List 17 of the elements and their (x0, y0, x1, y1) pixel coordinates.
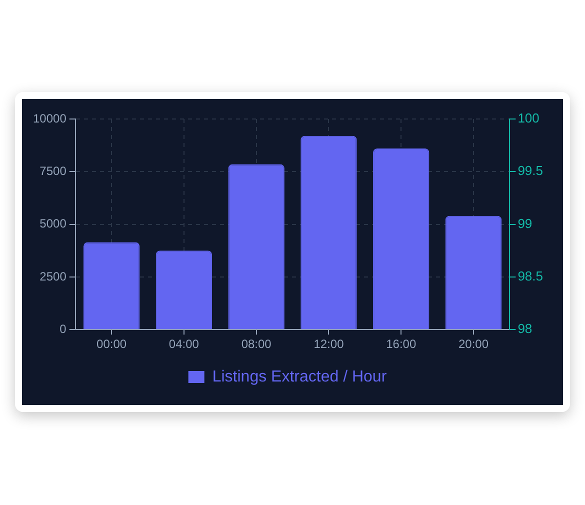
legend-label: Listings Extracted / Hour (212, 368, 388, 386)
y-tick-label: 0 (60, 322, 67, 336)
x-tick-label: 16:00 (386, 337, 416, 352)
x-tick-label: 20:00 (458, 337, 489, 352)
y2-tick-label: 98 (518, 321, 532, 336)
y-tick-label: 10000 (32, 111, 67, 126)
y-tick-label: 2500 (40, 269, 67, 284)
x-tick-label: 00:00 (96, 337, 127, 352)
y-tick-label: 5000 (40, 216, 67, 231)
y-tick-label: 7500 (40, 164, 67, 178)
x-tick-label: 08:00 (241, 337, 272, 352)
y2-tick-label: 98.5 (518, 268, 544, 284)
x-tick-label: 12:00 (314, 337, 344, 352)
y2-tick-label: 99 (518, 216, 532, 231)
y2-tick-label: 100 (518, 110, 540, 126)
x-tick-label: 04:00 (168, 337, 200, 352)
y2-tick-label: 99.5 (518, 163, 544, 178)
